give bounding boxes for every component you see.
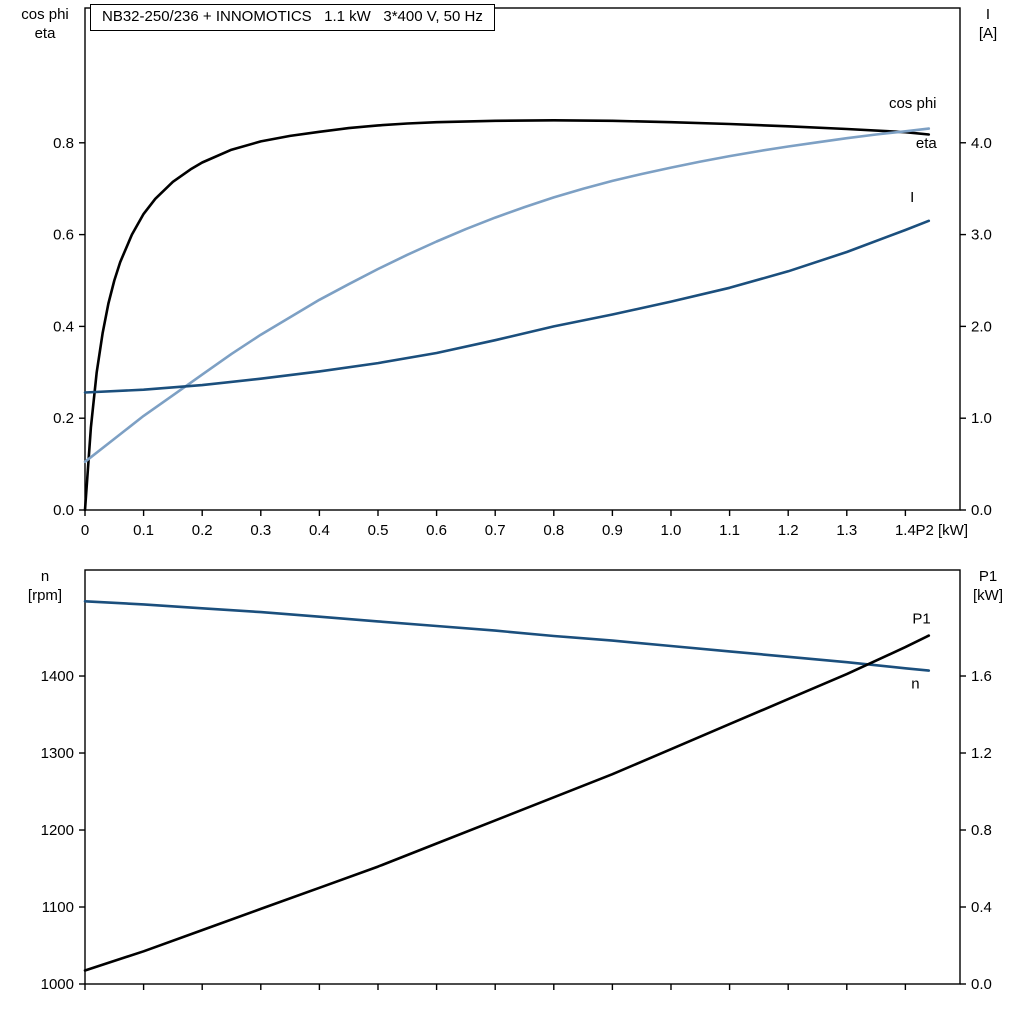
y-left-tick-label: 0.2 [53, 410, 74, 427]
y-left-axis-label: cos phi [21, 6, 69, 23]
curve-eta [83, 119, 931, 512]
y-right-tick-label: 2.0 [971, 318, 992, 335]
x-tick-label: 0.5 [368, 522, 389, 539]
x-tick-label: 1.2 [778, 522, 799, 539]
curve-label-p1: P1 [912, 610, 930, 627]
y-right-tick-label: 4.0 [971, 135, 992, 152]
y-left-axis-label: n [41, 568, 49, 585]
y-left-tick-label: 1300 [41, 745, 74, 762]
y-left-tick-label: 1100 [42, 899, 74, 916]
x-tick-label: 0.8 [543, 522, 564, 539]
x-tick-label: 0 [81, 522, 89, 539]
y-left-tick-label: 0.8 [53, 135, 74, 152]
y-right-tick-label: 1.6 [971, 668, 992, 685]
plot-frame [84, 569, 961, 985]
y-left-axis-label: [rpm] [28, 587, 62, 604]
curve-cos-phi [83, 127, 931, 464]
y-right-tick-label: 0.0 [971, 976, 992, 993]
y-right-axis-label: I [986, 6, 990, 23]
x-tick-label: 1.0 [661, 522, 682, 539]
y-right-tick-label: 0.4 [971, 899, 992, 916]
y-right-tick-label: 0.8 [971, 822, 992, 839]
y-left-tick-label: 1000 [41, 976, 74, 993]
x-tick-label: 0.3 [250, 522, 271, 539]
curve-label-speed: n [911, 676, 919, 693]
curve-p1 [83, 634, 931, 972]
y-left-axis-label: eta [35, 25, 57, 42]
y-left-tick-label: 0.6 [53, 227, 74, 244]
y-right-axis-label: [A] [979, 25, 997, 42]
curve-label-cos-phi: cos phi [889, 95, 937, 112]
x-tick-label: 0.4 [309, 522, 330, 539]
curve-current [83, 219, 931, 394]
x-axis-label: P2 [kW] [915, 522, 968, 539]
curve-label-eta: eta [916, 135, 938, 152]
y-left-tick-label: 0.4 [53, 318, 74, 335]
y-left-tick-label: 1200 [41, 822, 74, 839]
x-tick-label: 1.4 [895, 522, 916, 539]
y-left-tick-label: 0.0 [53, 502, 74, 519]
y-right-tick-label: 3.0 [971, 227, 992, 244]
x-tick-label: 0.9 [602, 522, 623, 539]
curve-speed [83, 600, 931, 672]
x-tick-label: 1.3 [836, 522, 857, 539]
chart-title-box: NB32-250/236 + INNOMOTICS 1.1 kW 3*400 V… [90, 4, 495, 31]
x-tick-label: 0.6 [426, 522, 447, 539]
plot-frame [84, 7, 961, 511]
x-tick-label: 0.7 [485, 522, 506, 539]
x-tick-label: 0.2 [192, 522, 213, 539]
y-right-tick-label: 0.0 [971, 502, 992, 519]
y-right-axis-label: P1 [979, 568, 997, 585]
x-tick-label: 0.1 [133, 522, 154, 539]
curve-label-current: I [910, 189, 914, 206]
y-right-tick-label: 1.0 [971, 410, 992, 427]
x-tick-label: 1.1 [719, 522, 740, 539]
y-right-axis-label: [kW] [973, 587, 1003, 604]
y-right-tick-label: 1.2 [971, 745, 992, 762]
y-left-tick-label: 1400 [41, 668, 74, 685]
